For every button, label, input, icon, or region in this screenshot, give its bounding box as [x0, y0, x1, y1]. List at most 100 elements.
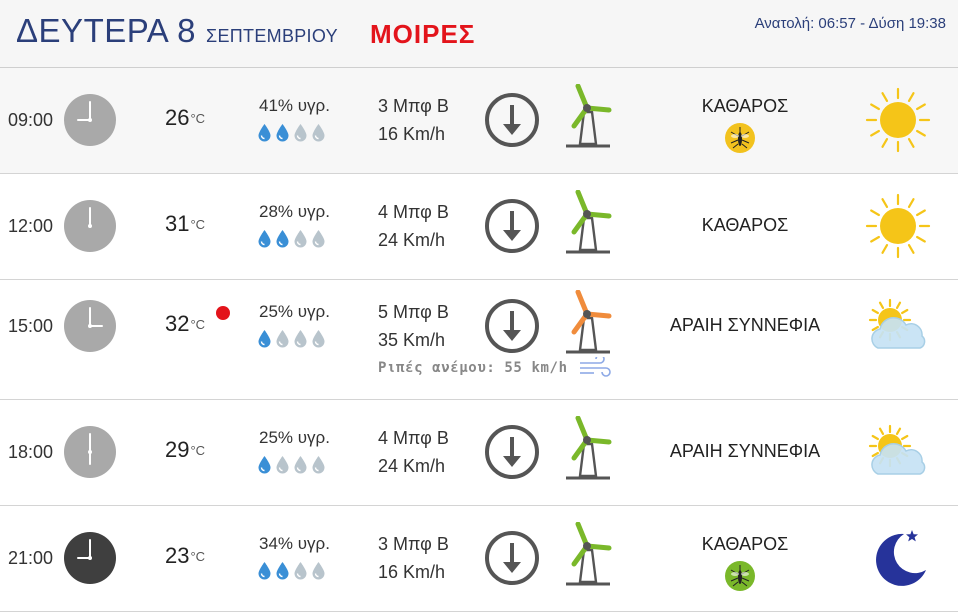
- wind-direction-arrow-icon: [484, 298, 540, 354]
- drop-icon: [275, 123, 290, 147]
- wind-speed: 16 Km/h: [378, 124, 446, 144]
- wind-beaufort: 3 Μπφ Β: [378, 96, 449, 116]
- drop-icon: [257, 123, 272, 147]
- time-label: 15:00: [8, 316, 54, 336]
- drop-icon: [257, 561, 272, 585]
- time-label: 12:00: [8, 216, 54, 236]
- wind-info: 4 Μπφ Β 24 Km/h: [378, 424, 449, 480]
- forecast-row: 12:00 31°C 28% υγρ. 4 Μπφ Β 24 Km/h ΚΑΘΑΡΟΣ: [0, 174, 958, 280]
- humidity-label: 25% υγρ.: [259, 428, 330, 447]
- temperature: 31°C: [165, 211, 205, 237]
- drop-icon: [257, 229, 272, 253]
- clock-icon: [63, 199, 117, 253]
- humidity-drops: [257, 123, 326, 147]
- drop-icon: [257, 329, 272, 353]
- drop-icon: [275, 455, 290, 479]
- temperature-value: 29: [165, 437, 190, 462]
- drop-icon: [275, 229, 290, 253]
- clock-icon: [63, 425, 117, 479]
- temperature-unit: °C: [190, 317, 206, 332]
- time-label: 09:00: [8, 110, 54, 130]
- wind-info: 3 Μπφ Β 16 Km/h: [378, 530, 449, 586]
- forecast-header: ΔΕΥΤΕΡΑ 8 ΣΕΠΤΕΜΒΡΙΟΥ ΜΟΙΡΕΣ Ανατολή: 06:…: [0, 0, 958, 68]
- wind-speed: 24 Km/h: [378, 230, 446, 250]
- wind-direction-arrow-icon: [484, 92, 540, 148]
- temperature-value: 31: [165, 211, 190, 236]
- heat-warning-dot: [216, 306, 230, 320]
- forecast-row: 21:00 23°C 34% υγρ. 3 Μπφ Β 16 Km/h ΚΑΘΑΡΟΣ: [0, 506, 958, 612]
- drop-icon: [275, 329, 290, 353]
- windmill-icon: [560, 289, 616, 356]
- wind-beaufort: 3 Μπφ Β: [378, 534, 449, 554]
- temperature-unit: °C: [190, 111, 206, 126]
- wind-beaufort: 4 Μπφ Β: [378, 202, 449, 222]
- condition-label: ΑΡΑΙΗ ΣΥΝΝΕΦΙΑ: [669, 315, 821, 335]
- drop-icon: [293, 561, 308, 585]
- drop-icon: [311, 455, 326, 479]
- drop-icon: [311, 229, 326, 253]
- time-label: 21:00: [8, 548, 54, 568]
- drop-icon: [293, 229, 308, 253]
- clock-icon: [63, 531, 117, 585]
- location-name[interactable]: ΜΟΙΡΕΣ: [370, 19, 476, 49]
- drop-icon: [311, 561, 326, 585]
- wind-info: 5 Μπφ Β 35 Km/h: [378, 298, 449, 354]
- temperature: 23°C: [165, 543, 205, 569]
- mosquito-icon: [724, 122, 756, 154]
- wind-info: 4 Μπφ Β 24 Km/h: [378, 198, 449, 254]
- humidity-drops: [257, 561, 326, 585]
- windmill-icon: [560, 521, 616, 588]
- hourly-forecast-list: 09:00 26°C 41% υγρ. 3 Μπφ Β 16 Km/h ΚΑΘΑΡΟΣ…: [0, 68, 958, 612]
- temperature-unit: °C: [190, 549, 206, 564]
- wind-direction-arrow-icon: [484, 530, 540, 586]
- temperature-unit: °C: [190, 217, 206, 232]
- temperature: 26°C: [165, 105, 205, 131]
- moon-icon: [864, 524, 932, 592]
- drop-icon: [293, 329, 308, 353]
- windmill-icon: [560, 415, 616, 482]
- wind-gust-icon: [578, 354, 612, 379]
- partly-cloudy-icon: [864, 418, 932, 486]
- sun-icon: [864, 192, 932, 260]
- condition-label: ΚΑΘΑΡΟΣ: [701, 96, 789, 116]
- month-label: ΣΕΠΤΕΜΒΡΙΟΥ: [206, 26, 338, 46]
- drop-icon: [293, 123, 308, 147]
- drop-icon: [311, 329, 326, 353]
- wind-beaufort: 4 Μπφ Β: [378, 428, 449, 448]
- mosquito-icon: [724, 560, 756, 592]
- wind-gusts-label: Ριπές ανέμου: 55 km/h: [378, 360, 568, 376]
- clock-icon: [63, 299, 117, 353]
- temperature-value: 32: [165, 311, 190, 336]
- humidity-label: 25% υγρ.: [259, 302, 330, 321]
- wind-direction-arrow-icon: [484, 424, 540, 480]
- clock-icon: [63, 93, 117, 147]
- windmill-icon: [560, 83, 616, 150]
- wind-speed: 16 Km/h: [378, 562, 446, 582]
- humidity-label: 34% υγρ.: [259, 534, 330, 553]
- wind-direction-arrow-icon: [484, 198, 540, 254]
- humidity-drops: [257, 455, 326, 479]
- forecast-row: 15:00 32°C 25% υγρ. 5 Μπφ Β 35 Km/h Ριπές α…: [0, 280, 958, 400]
- temperature-value: 23: [165, 543, 190, 568]
- drop-icon: [293, 455, 308, 479]
- sun-icon: [864, 86, 932, 154]
- wind-info: 3 Μπφ Β 16 Km/h: [378, 92, 449, 148]
- day-title: ΔΕΥΤΕΡΑ 8 ΣΕΠΤΕΜΒΡΙΟΥ: [16, 12, 338, 50]
- wind-speed: 35 Km/h: [378, 330, 446, 350]
- humidity-label: 41% υγρ.: [259, 96, 330, 115]
- humidity-drops: [257, 229, 326, 253]
- wind-beaufort: 5 Μπφ Β: [378, 302, 449, 322]
- wind-speed: 24 Km/h: [378, 456, 446, 476]
- temperature-value: 26: [165, 105, 190, 130]
- sunrise-sunset: Ανατολή: 06:57 - Δύση 19:38: [754, 15, 946, 32]
- drop-icon: [257, 455, 272, 479]
- drop-icon: [275, 561, 290, 585]
- forecast-row: 09:00 26°C 41% υγρ. 3 Μπφ Β 16 Km/h ΚΑΘΑΡΟΣ: [0, 68, 958, 174]
- forecast-row: 18:00 29°C 25% υγρ. 4 Μπφ Β 24 Km/h ΑΡΑΙΗ Σ…: [0, 400, 958, 506]
- humidity-drops: [257, 329, 326, 353]
- condition-label: ΚΑΘΑΡΟΣ: [701, 215, 789, 235]
- time-label: 18:00: [8, 442, 54, 462]
- condition-label: ΚΑΘΑΡΟΣ: [701, 534, 789, 554]
- day-label: ΔΕΥΤΕΡΑ 8: [16, 12, 197, 49]
- humidity-label: 28% υγρ.: [259, 202, 330, 221]
